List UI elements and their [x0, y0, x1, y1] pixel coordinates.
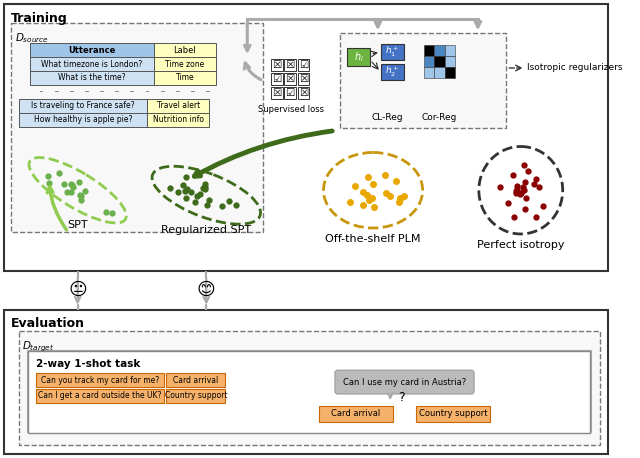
Text: Card arrival: Card arrival [173, 376, 218, 385]
Bar [319, 406, 393, 422]
Text: Isotropic regularizers: Isotropic regularizers [527, 64, 623, 72]
Text: $D_{target}$: $D_{target}$ [22, 339, 55, 354]
Text: 😊: 😊 [197, 281, 216, 299]
Bar [154, 71, 216, 85]
Text: ☒: ☒ [299, 74, 308, 84]
Bar [154, 43, 216, 57]
Bar [166, 373, 225, 387]
Text: Off-the-shelf PLM: Off-the-shelf PLM [325, 234, 421, 244]
Bar [27, 350, 591, 432]
Bar [147, 99, 209, 113]
Bar [166, 389, 225, 403]
Bar [29, 352, 589, 430]
Text: Nutrition info: Nutrition info [153, 115, 204, 124]
Text: Can you track my card for me?: Can you track my card for me? [41, 376, 159, 385]
Text: ☒: ☒ [299, 88, 308, 98]
Text: ☒: ☒ [285, 74, 295, 84]
Bar [424, 45, 434, 56]
Bar [445, 45, 455, 56]
Bar [11, 23, 264, 232]
Bar [348, 48, 370, 66]
Bar [271, 73, 282, 85]
Bar [424, 56, 434, 67]
Text: ☒: ☒ [285, 60, 295, 70]
Bar [36, 373, 164, 387]
Bar [424, 67, 434, 78]
Text: ☑: ☑ [285, 88, 295, 98]
Bar [298, 73, 309, 85]
Bar [31, 354, 588, 428]
Text: Is traveling to France safe?: Is traveling to France safe? [31, 101, 134, 110]
Bar [36, 389, 164, 403]
Bar [28, 351, 590, 433]
Text: Label: Label [173, 46, 196, 55]
Text: $h_1^+$: $h_1^+$ [385, 45, 399, 59]
Bar [19, 332, 600, 445]
Text: Card arrival: Card arrival [332, 409, 381, 418]
Text: ☒: ☒ [272, 60, 282, 70]
Text: ☑: ☑ [272, 74, 282, 84]
Text: ?: ? [398, 392, 405, 404]
Text: Supervised loss: Supervised loss [258, 105, 324, 114]
Bar [381, 44, 404, 60]
Text: 😐: 😐 [68, 281, 87, 299]
Text: $D_{source}$: $D_{source}$ [15, 31, 49, 45]
FancyBboxPatch shape [335, 370, 474, 394]
Bar [19, 99, 147, 113]
Bar [284, 59, 296, 71]
Text: Time: Time [175, 73, 194, 82]
Bar [30, 57, 154, 71]
Bar [381, 64, 404, 80]
Text: What is the time?: What is the time? [58, 73, 125, 82]
Text: Can I use my card in Austria?: Can I use my card in Austria? [343, 377, 466, 387]
Text: Regularized SPT: Regularized SPT [161, 225, 252, 235]
Text: Training: Training [11, 12, 68, 25]
Bar [445, 67, 455, 78]
Bar [434, 56, 445, 67]
Bar [4, 5, 609, 271]
Text: ☑: ☑ [299, 60, 308, 70]
Bar [298, 87, 309, 99]
Bar [30, 71, 154, 85]
Bar [154, 57, 216, 71]
Bar [298, 59, 309, 71]
Bar [4, 310, 609, 453]
Text: Country support: Country support [419, 409, 488, 418]
Text: $h_i$: $h_i$ [354, 50, 364, 64]
Bar [30, 43, 154, 57]
Text: SPT: SPT [67, 220, 88, 230]
Bar [271, 87, 282, 99]
Bar [445, 56, 455, 67]
Text: Can I get a card outside the UK?: Can I get a card outside the UK? [38, 392, 162, 400]
Bar [271, 59, 282, 71]
Text: ☒: ☒ [272, 88, 282, 98]
Text: Perfect isotropy: Perfect isotropy [477, 240, 564, 250]
Bar [416, 406, 490, 422]
Bar [340, 33, 506, 128]
Bar [147, 113, 209, 126]
Text: $h_2^+$: $h_2^+$ [385, 65, 399, 79]
Text: Country support: Country support [164, 392, 227, 400]
Text: How healthy is apple pie?: How healthy is apple pie? [34, 115, 132, 124]
Text: What timezone is London?: What timezone is London? [42, 60, 143, 69]
Bar [284, 73, 296, 85]
Text: Travel alert: Travel alert [157, 101, 200, 110]
Text: Evaluation: Evaluation [11, 317, 85, 331]
Bar [434, 67, 445, 78]
Text: Cor-Reg: Cor-Reg [422, 113, 457, 122]
Text: Utterance: Utterance [68, 46, 116, 55]
Text: Time zone: Time zone [165, 60, 204, 69]
Bar [19, 113, 147, 126]
Bar [434, 45, 445, 56]
Text: CL-Reg: CL-Reg [372, 113, 403, 122]
Bar [284, 87, 296, 99]
Text: 2-way 1-shot task: 2-way 1-shot task [36, 359, 140, 369]
